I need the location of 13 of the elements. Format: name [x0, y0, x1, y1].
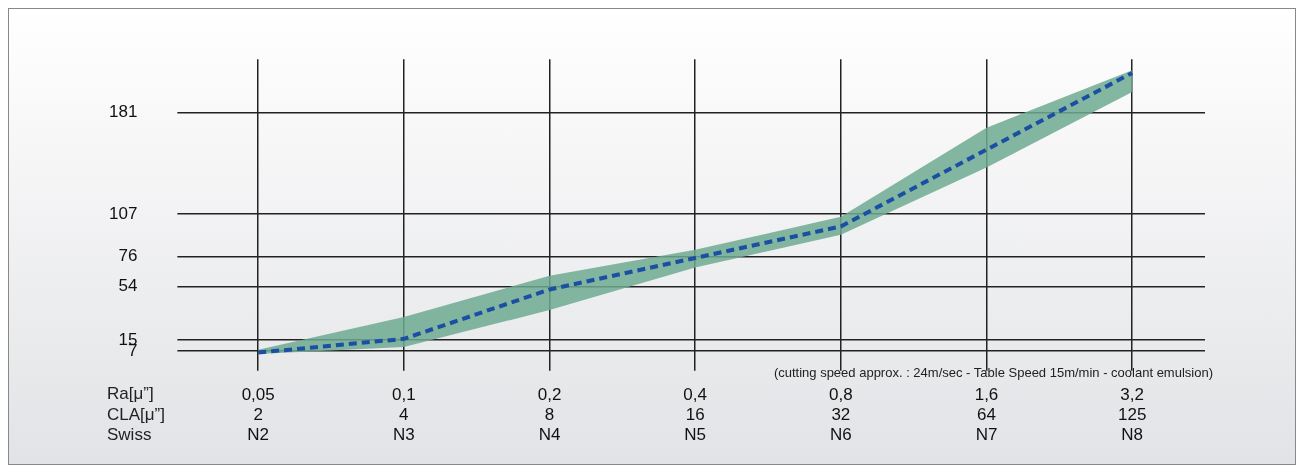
x-tick-label: 0,8 32 N6	[829, 384, 853, 445]
x-tick-label: 0,4 16 N5	[683, 384, 707, 445]
x-axis-title: Ra[μ”] CLA[μ”] Swiss	[107, 384, 165, 445]
x-tick-label: 0,1 4 N3	[392, 384, 416, 445]
x-tick-label: 1,6 64 N7	[974, 384, 999, 445]
x-tick-label: 3,2 125 N8	[1117, 384, 1147, 445]
text: (cutting speed approx. : 24m/sec - Table Speed 15m/min - coolant emulsion)	[773, 364, 1213, 380]
x-tick-label: 0,05 2 N2	[241, 384, 275, 445]
y-tick-label: 76	[118, 246, 138, 266]
y-tick-label: 181	[108, 102, 138, 122]
y-tick-label: 54	[118, 276, 138, 296]
x-tick-label: 0,2 8 N4	[537, 384, 562, 445]
y-tick-label: 107	[108, 203, 138, 223]
